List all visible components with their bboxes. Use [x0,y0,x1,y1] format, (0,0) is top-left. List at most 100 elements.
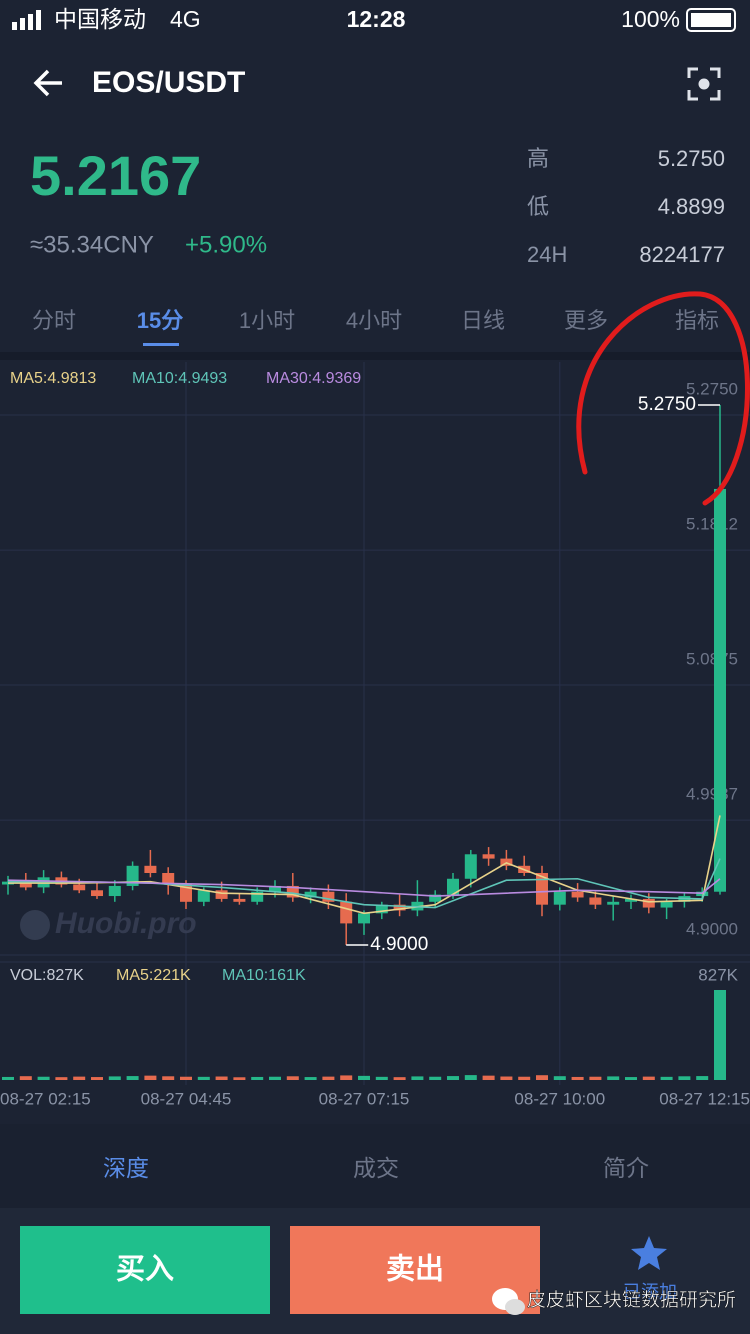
footer-tab[interactable]: 深度 [103,1155,149,1181]
watermark: 皮皮虾区块链数据研究所 [527,1289,736,1311]
stat-value: 5.2750 [658,146,725,171]
battery-icon [686,8,736,32]
x-tick-label: 08-27 02:15 [0,1089,91,1108]
candle-body [126,865,139,886]
interval-tab[interactable]: 4小时 [346,308,402,333]
fullscreen-button[interactable] [687,67,721,101]
candle-body [464,854,477,879]
volume-bar [180,1076,192,1080]
candle-body [553,891,566,905]
volume-legend: MA5:221K [116,967,191,984]
candle-body [180,884,192,902]
volume-bar [553,1076,566,1080]
candle-body [571,891,584,898]
candle-body [536,873,548,905]
candle-body [286,885,299,898]
footer-tab-bar [0,1124,750,1208]
footer-tab[interactable]: 简介 [603,1155,649,1181]
volume-bar [429,1076,442,1080]
interval-tabs: 分时 15分 1小时 4小时 日线 更多 指标 [32,308,719,333]
volume-bar [304,1077,317,1080]
active-tab-indicator [143,343,179,346]
volume-tick-label: 827K [698,965,738,984]
interval-tab[interactable]: 分时 [32,308,76,333]
candle-body [393,904,406,911]
candle-body [91,890,103,897]
volume-bar [73,1076,86,1080]
candle-body [108,885,121,897]
candle-body [322,891,335,902]
stat-label: 24H [527,242,567,267]
interval-tab[interactable]: 1小时 [239,308,295,333]
candle-body [714,488,726,892]
volume-bar [2,1076,14,1080]
volume-bar [625,1077,637,1080]
buy-button[interactable] [20,1226,270,1314]
volume-bar [19,1076,32,1080]
battery-level: 100% [621,6,680,32]
x-tick-label: 08-27 10:00 [514,1089,605,1108]
brand-logo [20,910,50,940]
volume-bar [322,1076,335,1080]
candle-body [660,901,673,908]
signal [12,10,41,30]
stat-value: 8224177 [639,242,725,267]
favorite-star[interactable] [631,1236,667,1270]
wechat-icon [492,1288,525,1315]
y-tick-label: 5.2750 [686,379,738,398]
y-tick-label: 5.1812 [686,515,738,534]
volume-bar [358,1075,370,1080]
carrier: 中国移动 [54,6,146,32]
y-tick-label: 4.9000 [686,919,738,938]
volume-bar [393,1077,406,1080]
volume-bar [215,1076,228,1080]
x-tick-label: 08-27 07:15 [319,1089,410,1108]
candle-body [482,854,495,859]
volume-bar [269,1076,281,1080]
interval-tab[interactable]: 指标 [675,308,719,333]
stat-value: 4.8899 [658,194,725,219]
legend-entry: MA10:4.9493 [132,370,227,387]
brand-watermark: Huobi.pro [55,907,197,940]
volume-bar [607,1076,620,1080]
divider [0,352,750,360]
volume-bar [464,1075,477,1080]
volume-legend: VOL:827K [10,967,84,984]
stat-label: 低 [527,194,549,219]
volume-bar [55,1077,68,1080]
volume-bar [162,1076,175,1080]
candle-body [197,890,210,902]
candle-body [625,898,637,902]
volume-bar [197,1076,210,1080]
interval-tab[interactable]: 更多 [564,308,608,333]
candle-body [304,891,317,898]
volume-bar [411,1076,424,1080]
interval-tab[interactable]: 日线 [461,308,505,333]
back-button[interactable] [33,69,62,97]
candle-body [429,894,442,902]
stat-label: 高 [527,146,549,171]
candle-body [358,913,370,924]
volume-bar [714,990,726,1080]
network: 4G [170,6,201,32]
volume-bar [340,1075,353,1080]
x-tick-label: 08-27 12:15 [659,1089,750,1108]
interval-tab[interactable]: 15分 [137,308,183,333]
pair-title: EOS/USDT [92,66,245,99]
volume-bar [518,1076,531,1080]
annotation-label: 5.2750 [638,394,696,415]
candle-body [233,898,246,902]
volume-bar [126,1076,139,1080]
volume-bar [589,1076,602,1080]
footer-tab[interactable]: 成交 [353,1155,399,1181]
ma-line [7,878,721,897]
candle-body [447,878,459,895]
last-price: 5.2167 [30,144,201,207]
clock: 12:28 [347,6,406,32]
candle-body [73,884,86,891]
volume-bar [660,1076,673,1080]
volume-legend: MA10:161K [222,967,306,984]
change-percent: +5.90% [185,231,267,258]
